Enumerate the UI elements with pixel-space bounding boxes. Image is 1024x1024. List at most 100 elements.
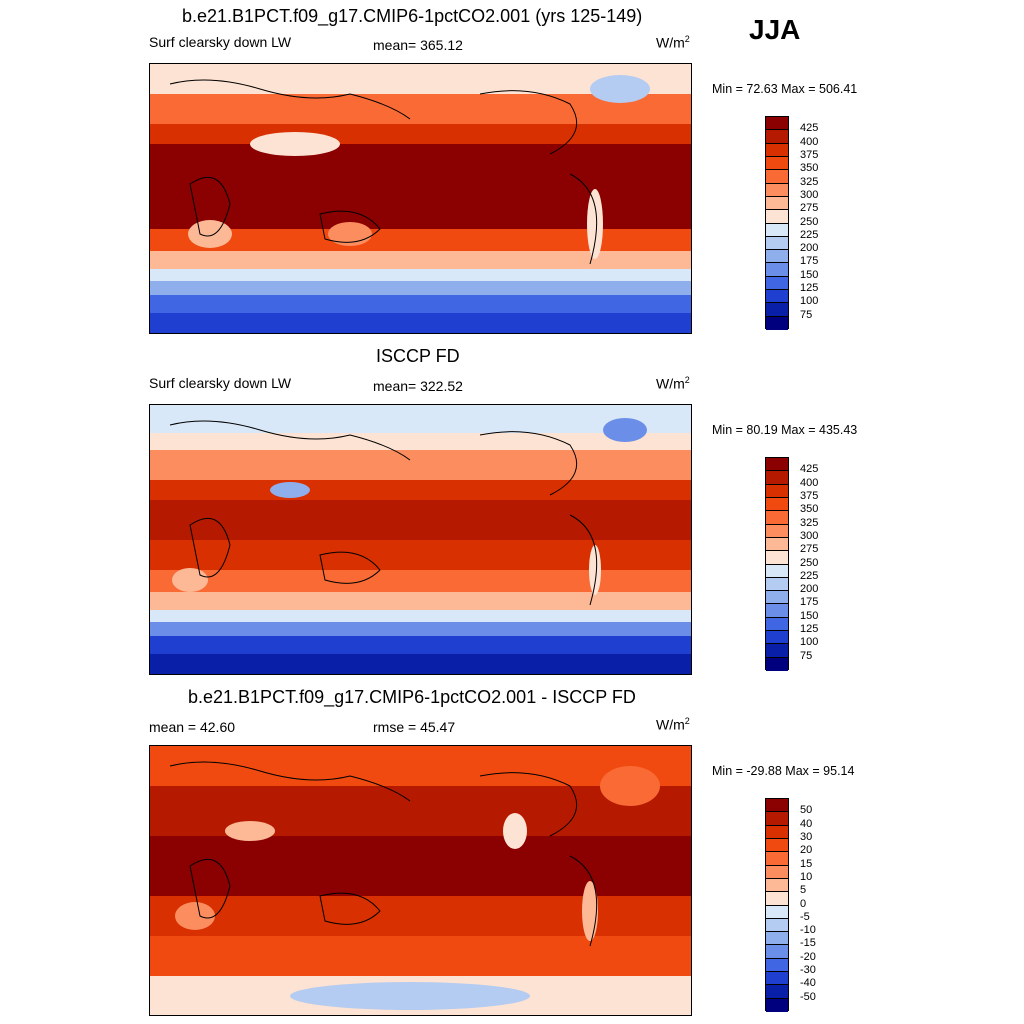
panel-3-colorbar — [765, 798, 789, 1012]
panel-3-units: W/m2 — [656, 716, 690, 733]
colorbar-swatch — [766, 577, 788, 592]
tibet-feature — [225, 821, 275, 841]
colorbar-tick-label: 400 — [800, 135, 819, 148]
panel-3-rmse: rmse = 45.47 — [373, 719, 456, 735]
tropical-band — [150, 836, 691, 896]
colorbar-tick-label: 175 — [800, 255, 819, 268]
south-subtrop-band — [150, 570, 691, 592]
south-subtrop-band — [150, 896, 691, 936]
panel-1-colorbar — [765, 116, 789, 330]
colorbar-swatch — [766, 551, 788, 565]
colorbar-tick-label: 275 — [800, 543, 819, 556]
colorbar-swatch — [766, 644, 788, 658]
greenland-feature — [590, 75, 650, 103]
south-africa-feature — [175, 902, 215, 930]
colorbar-tick-label: 375 — [800, 489, 819, 502]
colorbar-tick-label: 250 — [800, 556, 819, 569]
colorbar-tick-label: 0 — [800, 897, 807, 910]
south-midlat-band — [150, 251, 691, 269]
colorbar-swatch — [766, 892, 788, 906]
colorbar-swatch — [766, 484, 788, 498]
panel-1-mean: mean= 365.12 — [373, 37, 463, 53]
colorbar-swatch — [766, 303, 788, 317]
panel-1-units: W/m2 — [656, 34, 690, 51]
colorbar-swatch — [766, 878, 788, 893]
coastlines — [169, 79, 598, 265]
colorbar-swatch — [766, 156, 788, 171]
colorbar-swatch — [766, 852, 788, 866]
colorbar-swatch — [766, 290, 788, 304]
panel-2-colorbar — [765, 457, 789, 671]
colorbar-tick-label: 225 — [800, 569, 819, 582]
colorbar-swatch — [766, 537, 788, 552]
colorbar-tick-label: 40 — [800, 817, 813, 830]
panel-2-map — [149, 404, 692, 675]
season-label: JJA — [749, 14, 801, 45]
south-africa-feature — [188, 220, 232, 248]
colorbar-swatch — [766, 511, 788, 525]
colorbar-tick-label: 20 — [800, 844, 813, 857]
colorbar-tick-label: 350 — [800, 162, 819, 175]
tropical-band — [150, 139, 691, 234]
antarctic-edge-band — [150, 622, 691, 636]
andes-feature — [589, 545, 601, 595]
colorbar-tick-label: 100 — [800, 295, 819, 308]
colorbar-swatch — [766, 276, 788, 291]
colorbar-swatch — [766, 812, 788, 826]
colorbar-swatch — [766, 524, 788, 538]
colorbar-swatch — [766, 838, 788, 853]
arctic-band — [150, 405, 691, 433]
panel-2-mean: mean= 322.52 — [373, 378, 463, 394]
antarctic-feature — [290, 982, 530, 1010]
colorbar-swatch — [766, 657, 788, 671]
panel-3-mean: mean = 42.60 — [149, 719, 236, 735]
panel-2-min-max: Min = 80.19 Max = 435.43 — [712, 423, 858, 437]
colorbar-tick-label: -30 — [800, 964, 816, 977]
antarctic-band — [150, 295, 691, 313]
colorbar-swatch — [766, 316, 788, 330]
colorbar-tick-label: 100 — [800, 636, 819, 649]
colorbar-swatch — [766, 918, 788, 933]
tibet-feature — [270, 482, 310, 498]
colorbar-tick-label: 125 — [800, 623, 819, 636]
colorbar-tick-label: -20 — [800, 950, 816, 963]
colorbar-swatch — [766, 865, 788, 879]
colorbar-tick-label: 325 — [800, 175, 819, 188]
colorbar-swatch — [766, 497, 788, 512]
colorbar-tick-label: 425 — [800, 463, 819, 476]
colorbar-tick-label: 325 — [800, 516, 819, 529]
colorbar-swatch — [766, 183, 788, 197]
colorbar-swatch — [766, 998, 788, 1012]
colorbar-tick-label: 200 — [800, 242, 819, 255]
colorbar-tick-label: 350 — [800, 503, 819, 516]
panel-2-title: ISCCP FD — [376, 346, 460, 366]
colorbar-tick-label: 300 — [800, 188, 819, 201]
south-midlat-band — [150, 592, 691, 610]
colorbar-swatch — [766, 799, 788, 813]
greenland-feature — [603, 418, 647, 442]
colorbar-tick-label: 300 — [800, 529, 819, 542]
panel-1-left-label: Surf clearsky down LW — [149, 34, 292, 50]
colorbar-tick-label: 200 — [800, 583, 819, 596]
colorbar-tick-label: 375 — [800, 148, 819, 161]
colorbar-swatch — [766, 143, 788, 157]
colorbar-tick-label: 30 — [800, 830, 813, 843]
colorbar-swatch — [766, 604, 788, 618]
colorbar-swatch — [766, 130, 788, 144]
colorbar-swatch — [766, 945, 788, 959]
colorbar-swatch — [766, 471, 788, 485]
colorbar-swatch — [766, 958, 788, 973]
colorbar-swatch — [766, 263, 788, 277]
colorbar-swatch — [766, 170, 788, 184]
panel-3-min-max: Min = -29.88 Max = 95.14 — [712, 764, 855, 778]
colorbar-tick-label: 400 — [800, 476, 819, 489]
colorbar-swatch — [766, 972, 788, 986]
tibet-feature — [250, 132, 340, 156]
panel-2-left-label: Surf clearsky down LW — [149, 375, 292, 391]
colorbar-swatch — [766, 458, 788, 472]
coastlines — [169, 761, 598, 947]
antarctic-interior-band — [150, 313, 691, 333]
rockies-feature — [503, 813, 527, 849]
colorbar-swatch — [766, 250, 788, 264]
south-africa-feature — [172, 568, 208, 592]
